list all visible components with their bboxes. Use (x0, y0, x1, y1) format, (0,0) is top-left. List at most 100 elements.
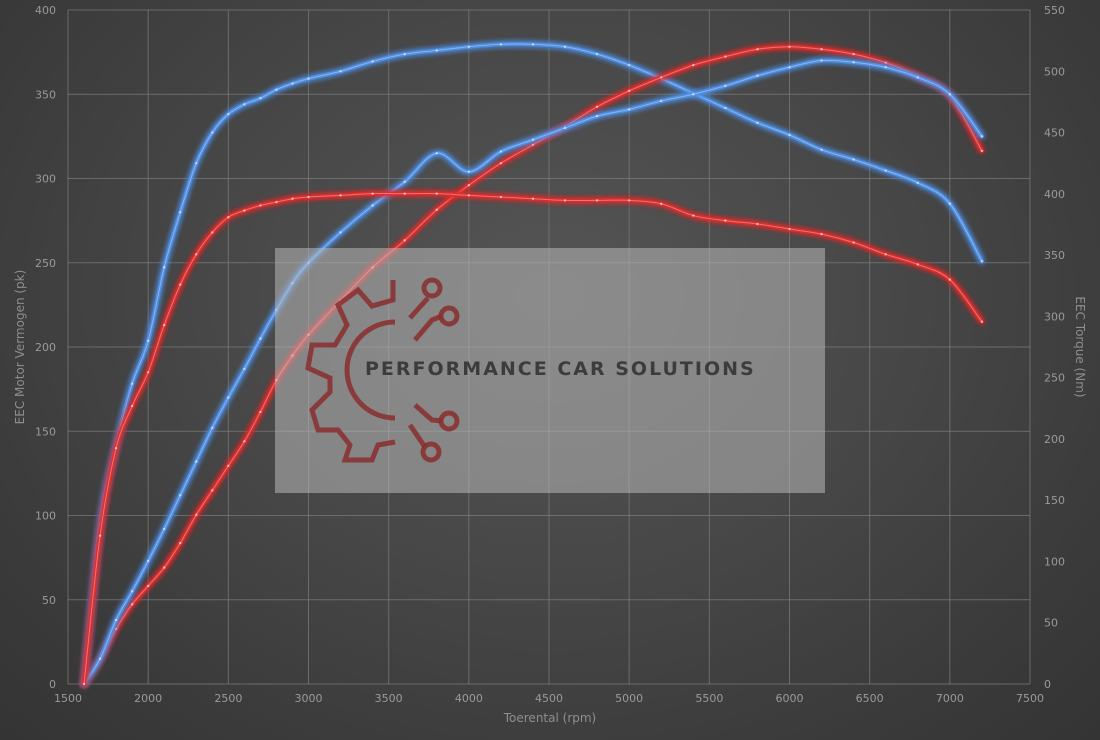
data-point (948, 202, 952, 205)
y-right-tick-label: 150 (1044, 494, 1065, 507)
y-left-tick-label: 200 (35, 341, 56, 354)
data-point (259, 337, 262, 340)
data-point (692, 63, 695, 67)
series-line (82, 44, 984, 686)
data-point (692, 214, 695, 217)
y-left-tick-label: 0 (49, 678, 56, 691)
data-point (467, 170, 471, 173)
data-point (163, 566, 166, 569)
x-tick-label: 5500 (695, 692, 723, 705)
data-point (130, 590, 134, 593)
x-tick-label: 4500 (535, 692, 563, 705)
data-point (531, 197, 535, 200)
series-group (82, 42, 984, 686)
data-point (627, 108, 631, 111)
x-tick-label: 2500 (214, 692, 242, 705)
data-point (724, 219, 727, 222)
data-point (980, 149, 984, 153)
data-point (660, 202, 663, 205)
data-point (227, 396, 230, 399)
data-point (179, 211, 182, 214)
data-point (980, 320, 984, 323)
y-right-tick-label: 550 (1044, 4, 1065, 17)
data-point (435, 208, 438, 211)
data-point (788, 45, 791, 48)
data-point (371, 204, 374, 207)
y-right-tick-label: 500 (1044, 65, 1065, 78)
data-point (499, 43, 503, 46)
data-point (195, 253, 198, 256)
data-point (179, 494, 182, 497)
data-point (339, 194, 342, 197)
data-point (852, 158, 855, 161)
data-point (195, 460, 198, 463)
series-line-highlight (83, 46, 983, 685)
data-point (467, 45, 471, 48)
data-point (980, 135, 984, 138)
series-line-highlight (83, 59, 983, 685)
data-point (852, 61, 855, 64)
data-point (163, 527, 166, 531)
data-point (227, 464, 230, 468)
data-point (211, 131, 214, 134)
data-point (563, 126, 567, 130)
data-point (788, 227, 791, 231)
data-point (595, 114, 599, 118)
y-left-tick-label: 250 (35, 257, 56, 270)
y-right-tick-label: 300 (1044, 310, 1065, 323)
data-point (259, 204, 262, 207)
series-blue-left (82, 58, 984, 686)
data-point (275, 200, 278, 204)
series-blue-right (82, 42, 984, 686)
data-point (130, 382, 134, 385)
data-point (788, 133, 791, 137)
data-point (724, 55, 727, 58)
data-point (146, 559, 150, 563)
data-point (756, 48, 759, 51)
x-tick-label: 1500 (54, 692, 82, 705)
data-point (916, 263, 919, 266)
data-point (227, 216, 230, 219)
y-left-tick-label: 150 (35, 425, 56, 438)
y-right-tick-label: 350 (1044, 249, 1065, 262)
y-left-tick-label: 300 (35, 173, 56, 186)
x-tick-label: 3000 (295, 692, 323, 705)
data-point (403, 52, 406, 56)
data-point (130, 603, 134, 606)
data-point (259, 410, 262, 414)
data-point (820, 148, 823, 151)
axis-ticks: 1500 2000 2500 3000 3500 4000 4500 5000 5500 6000… (35, 4, 1065, 705)
x-tick-label: 7000 (936, 692, 964, 705)
data-point (114, 446, 118, 450)
data-point (756, 222, 759, 226)
y-right-tick-label: 100 (1044, 555, 1065, 568)
data-point (692, 93, 695, 96)
data-point (403, 192, 406, 195)
data-point (163, 266, 166, 269)
data-point (243, 103, 246, 106)
data-point (499, 161, 503, 165)
y-right-tick-label: 450 (1044, 127, 1065, 140)
x-tick-label: 6000 (776, 692, 804, 705)
data-point (884, 169, 887, 172)
data-point (114, 627, 118, 631)
data-point (243, 209, 246, 212)
data-point (435, 49, 438, 52)
data-point (467, 194, 471, 197)
data-point (243, 440, 246, 443)
data-point (660, 99, 663, 103)
data-point (227, 112, 230, 116)
data-point (627, 63, 631, 67)
data-point (146, 371, 150, 374)
data-point (788, 66, 791, 69)
y-right-tick-label: 0 (1044, 678, 1051, 691)
data-point (98, 534, 102, 537)
data-point (307, 195, 310, 199)
data-point (820, 232, 823, 236)
y-right-tick-label: 200 (1044, 433, 1065, 446)
data-point (724, 84, 727, 88)
y-left-tick-label: 350 (35, 88, 56, 101)
data-point (114, 618, 118, 622)
data-point (371, 192, 374, 195)
